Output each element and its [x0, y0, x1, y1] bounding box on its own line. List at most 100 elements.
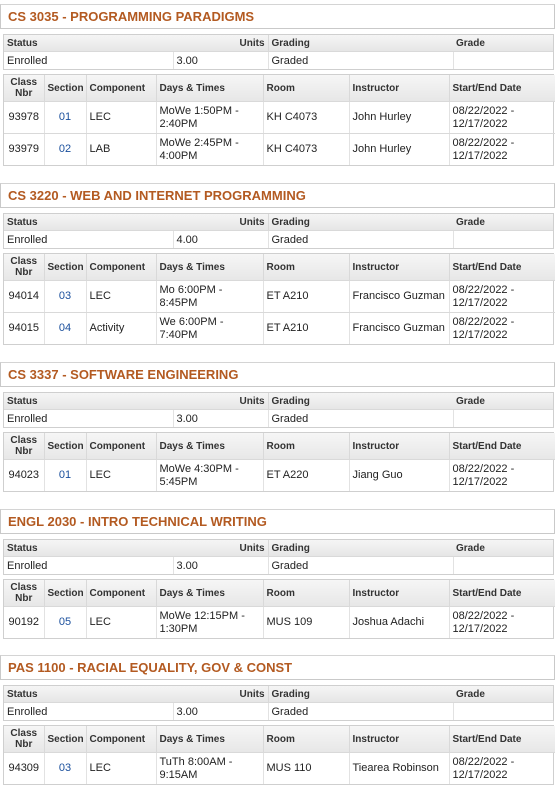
- section-number-link[interactable]: 02: [58, 143, 72, 156]
- class-nbr-cell: 94309: [4, 752, 45, 784]
- section-number-link[interactable]: 03: [58, 290, 72, 303]
- start-end-date-header: Start/End Date: [449, 726, 555, 753]
- component-header: Component: [86, 254, 157, 281]
- days-times-header: Days & Times: [156, 580, 264, 607]
- units-value: 3.00: [173, 51, 269, 69]
- section-row: 93979 02 LAB MoWe 2:45PM - 4:00PM KH C4073 Jo…: [4, 133, 555, 165]
- days-times-header: Days & Times: [156, 254, 264, 281]
- status-value: Enrolled: [4, 230, 174, 248]
- section-row: 94023 01 LEC MoWe 4:30PM - 5:45PM ET A220 Jia…: [4, 459, 555, 491]
- start-end-date-cell: 08/22/2022 - 12/17/2022: [452, 137, 515, 162]
- section-header: Section: [44, 433, 87, 460]
- sections-table-box: Class Nbr Section Component Days & Times Roo…: [3, 579, 555, 639]
- component-cell: LEC: [86, 752, 157, 784]
- instructor-cell: Joshua Adachi: [349, 606, 450, 638]
- grade-header: Grade: [453, 540, 553, 557]
- course-title: ENGL 2030 - INTRO TECHNICAL WRITING: [0, 509, 555, 534]
- section-link[interactable]: 03: [44, 752, 87, 784]
- course-block: CS 3337 - SOFTWARE ENGINEERING Status Unit…: [0, 362, 555, 492]
- instructor-header: Instructor: [349, 75, 450, 102]
- course-block: CS 3035 - PROGRAMMING PARADIGMS Status Uni…: [0, 4, 555, 166]
- grade-value: [453, 557, 553, 575]
- section-number-link[interactable]: 01: [58, 469, 72, 482]
- grade-value: [453, 52, 553, 70]
- section-link[interactable]: 02: [44, 133, 87, 165]
- grading-header: Grading: [268, 540, 453, 557]
- section-row: 94014 03 LEC Mo 6:00PM - 8:45PM ET A210 Franc…: [4, 280, 555, 313]
- status-value: Enrolled: [4, 51, 174, 69]
- grading-header: Grading: [268, 686, 453, 703]
- status-header: Status: [4, 35, 173, 52]
- grading-value: Graded: [268, 409, 454, 427]
- status-header: Status: [4, 540, 173, 557]
- grade-header: Grade: [453, 686, 553, 703]
- grading-value: Graded: [268, 556, 454, 574]
- days-times-header: Days & Times: [156, 433, 264, 460]
- start-end-date-cell: 08/22/2022 - 12/17/2022: [449, 101, 555, 134]
- enrollment-status-box: Status Units Grading Grade Enrolled 3.00 Grade…: [3, 392, 554, 428]
- units-value: 3.00: [173, 702, 269, 720]
- section-link[interactable]: 01: [44, 459, 87, 491]
- room-cell: ET A210: [263, 280, 350, 313]
- component-cell: Activity: [86, 312, 157, 344]
- units-header: Units: [173, 686, 269, 703]
- room-header: Room: [263, 75, 350, 102]
- room-cell: MUS 109: [263, 606, 350, 638]
- start-end-date-cell: 08/22/2022 - 12/17/2022: [452, 756, 515, 781]
- course-title: CS 3035 - PROGRAMMING PARADIGMS: [0, 4, 555, 29]
- status-value: Enrolled: [4, 409, 174, 427]
- component-header: Component: [86, 580, 157, 607]
- class-nbr-header: Class Nbr: [4, 726, 45, 753]
- course-title: CS 3337 - SOFTWARE ENGINEERING: [0, 362, 555, 387]
- component-cell: LEC: [86, 459, 157, 491]
- sections-table-box: Class Nbr Section Component Days & Times Roo…: [3, 432, 555, 492]
- start-end-date-cell: 08/22/2022 - 12/17/2022: [452, 610, 515, 635]
- sections-table-box: Class Nbr Section Component Days & Times Roo…: [3, 74, 555, 166]
- section-row: 90192 05 LEC MoWe 12:15PM - 1:30PM MUS 109 Jo…: [4, 606, 555, 638]
- units-header: Units: [173, 35, 269, 52]
- grade-value: [453, 703, 553, 721]
- grading-header: Grading: [268, 393, 453, 410]
- grade-header: Grade: [453, 214, 553, 231]
- component-header: Component: [86, 726, 157, 753]
- instructor-header: Instructor: [349, 580, 450, 607]
- enrollment-status-box: Status Units Grading Grade Enrolled 3.00 Grade…: [3, 34, 554, 70]
- section-number-link[interactable]: 05: [58, 616, 72, 629]
- section-link[interactable]: 03: [44, 280, 87, 313]
- start-end-date-cell: 08/22/2022 - 12/17/2022: [452, 316, 515, 341]
- section-link[interactable]: 01: [44, 101, 87, 134]
- start-end-date-cell: 08/22/2022 - 12/17/2022: [449, 280, 555, 313]
- room-cell: MUS 110: [263, 752, 350, 784]
- instructor-cell: Francisco Guzman: [349, 312, 450, 344]
- section-number-link[interactable]: 04: [58, 322, 72, 335]
- section-number-link[interactable]: 03: [58, 762, 72, 775]
- class-nbr-header: Class Nbr: [4, 254, 45, 281]
- units-header: Units: [173, 540, 269, 557]
- start-end-date-header: Start/End Date: [449, 433, 555, 460]
- class-nbr-cell: 90192: [4, 606, 45, 638]
- units-value: 3.00: [173, 409, 269, 427]
- units-value: 3.00: [173, 556, 269, 574]
- room-header: Room: [263, 580, 350, 607]
- instructor-cell: Francisco Guzman: [349, 280, 450, 313]
- section-number-link[interactable]: 01: [58, 111, 72, 124]
- class-nbr-cell: 94015: [4, 312, 45, 344]
- course-block: CS 3220 - WEB AND INTERNET PROGRAMMING St…: [0, 183, 555, 345]
- course-title: PAS 1100 - RACIAL EQUALITY, GOV & CONST: [0, 655, 555, 680]
- section-row: 94309 03 LEC TuTh 8:00AM - 9:15AM MUS 110 Tie…: [4, 752, 555, 784]
- class-nbr-header: Class Nbr: [4, 580, 45, 607]
- component-header: Component: [86, 75, 157, 102]
- status-header: Status: [4, 393, 173, 410]
- section-link[interactable]: 05: [44, 606, 87, 638]
- section-row: 93978 01 LEC MoWe 1:50PM - 2:40PM KH C4073 Jo…: [4, 101, 555, 134]
- section-link[interactable]: 04: [44, 312, 87, 344]
- class-nbr-header: Class Nbr: [4, 433, 45, 460]
- start-end-date-header: Start/End Date: [449, 75, 555, 102]
- units-header: Units: [173, 214, 269, 231]
- sections-table-box: Class Nbr Section Component Days & Times Roo…: [3, 725, 555, 785]
- room-header: Room: [263, 254, 350, 281]
- days-times-cell: MoWe 1:50PM - 2:40PM: [156, 101, 264, 134]
- room-cell: ET A210: [263, 312, 350, 344]
- days-times-header: Days & Times: [156, 726, 264, 753]
- class-nbr-header: Class Nbr: [4, 75, 45, 102]
